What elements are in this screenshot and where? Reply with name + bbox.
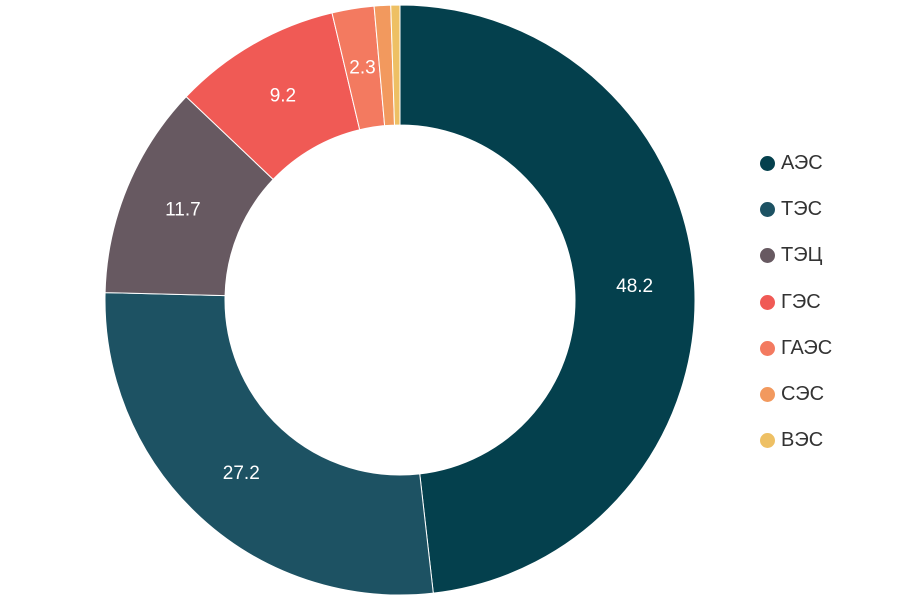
legend-label: СЭС	[781, 383, 825, 406]
legend-label: АЭС	[781, 151, 823, 174]
legend-item-ГАЭС: ГАЭС	[760, 325, 890, 371]
legend-label: ГАЭС	[781, 336, 833, 359]
legend-marker	[760, 201, 775, 217]
legend-label: ТЭС	[781, 197, 823, 220]
data-label-ГЭС: 9.2	[270, 86, 296, 107]
legend-label: ТЭЦ	[781, 244, 823, 267]
legend-item-ВЭС: ВЭС	[760, 418, 890, 464]
donut-slices	[104, 4, 696, 596]
legend-label: ВЭС	[781, 429, 824, 452]
legend-item-ГЭС: ГЭС	[760, 279, 890, 325]
chart-legend: АЭС ТЭС ТЭЦ ГЭС ГАЭС СЭС ВЭС	[760, 140, 890, 464]
slice-ТЭС	[104, 292, 434, 596]
legend-marker	[760, 433, 775, 449]
legend-marker	[760, 155, 775, 171]
legend-marker	[760, 340, 775, 356]
slice-ВЭС	[390, 4, 401, 126]
legend-item-ТЭЦ: ТЭЦ	[760, 233, 890, 279]
legend-label: ГЭС	[781, 290, 821, 313]
legend-marker	[760, 387, 775, 403]
legend-item-ТЭС: ТЭС	[760, 186, 890, 232]
legend-marker	[760, 248, 775, 264]
data-label-ТЭЦ: 11.7	[165, 200, 201, 221]
data-label-АЭС: 48.2	[616, 276, 653, 297]
data-label-ТЭС: 27.2	[223, 463, 260, 484]
legend-marker	[760, 294, 775, 310]
legend-item-СЭС: СЭС	[760, 371, 890, 417]
legend-item-АЭС: АЭС	[760, 140, 890, 186]
data-label-ГАЭС: 2.3	[349, 58, 375, 79]
slice-АЭС	[399, 4, 696, 594]
donut-data-labels: 48.2 27.2 11.7 9.2 2.3	[165, 58, 653, 484]
